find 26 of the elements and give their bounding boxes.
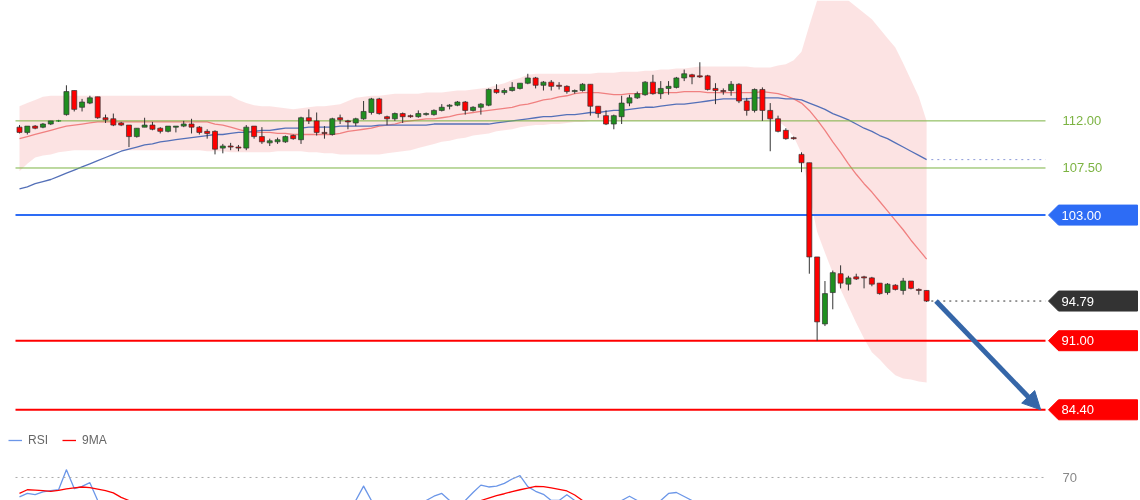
candlestick [384,115,390,126]
candlestick [94,96,101,120]
ref-line-label: 107.50 [1062,160,1103,176]
candlestick [337,114,343,125]
candlestick [728,80,734,97]
candlestick [736,82,742,104]
ref-line-label: 94.79 [1061,293,1095,309]
text: 70 [1062,469,1077,485]
legend-label: 9MA [82,433,107,447]
ref-line-label: 84.40 [1061,402,1095,418]
ref-line-label: 91.00 [1061,333,1095,349]
ref-line-label: 112.00 [1062,113,1102,129]
candlestick [861,275,867,289]
candlestick [173,125,179,133]
candlestick [212,129,218,155]
candlestick [345,119,351,130]
candlestick [259,126,265,145]
candlestick [478,102,484,116]
candlestick [767,102,774,152]
candlestick [650,74,656,96]
legend-label: RSI [28,433,49,447]
ref-line-label: 103.00 [1061,207,1102,223]
candlestick [298,116,304,145]
candlestick [126,124,132,148]
candlestick [556,81,562,90]
candlestick [689,73,695,85]
